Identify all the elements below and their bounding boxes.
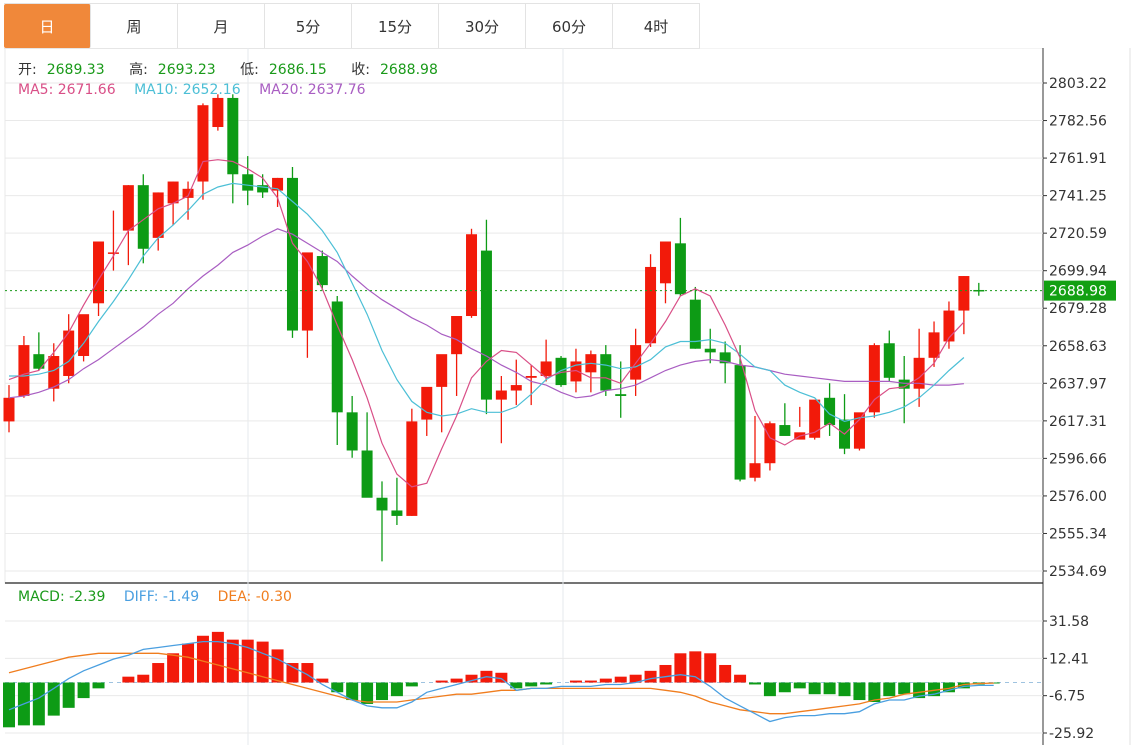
tab-5[interactable]: 30分 xyxy=(439,4,526,48)
svg-text:2699.94: 2699.94 xyxy=(1049,264,1107,280)
kline-chart[interactable]: 2803.22 2782.56 2761.91 2741.25 2720.59 2699.… xyxy=(0,47,1137,745)
tab-0[interactable]: 日 xyxy=(4,4,91,48)
high-label: 高: xyxy=(129,62,148,78)
svg-text:2782.56: 2782.56 xyxy=(1049,114,1107,130)
low-label: 低: xyxy=(240,62,259,78)
chart-area: 2803.22 2782.56 2761.91 2741.25 2720.59 2699.… xyxy=(0,47,1137,745)
tab-7[interactable]: 4时 xyxy=(613,4,700,48)
svg-text:2658.63: 2658.63 xyxy=(1049,339,1107,355)
svg-text:2596.66: 2596.66 xyxy=(1049,451,1107,467)
ma5-value: MA5: 2671.66 xyxy=(18,82,116,98)
dea-value: DEA: -0.30 xyxy=(217,589,292,605)
macd-legend: MACD: -2.39 DIFF: -1.49 DEA: -0.30 xyxy=(18,589,302,605)
low-value: 2686.15 xyxy=(268,62,327,78)
svg-text:2688.98: 2688.98 xyxy=(1049,284,1107,300)
tab-3[interactable]: 5分 xyxy=(265,4,352,48)
svg-text:2534.69: 2534.69 xyxy=(1049,564,1107,580)
svg-text:2720.59: 2720.59 xyxy=(1049,226,1107,242)
svg-text:12.41: 12.41 xyxy=(1049,651,1089,667)
ohlc-legend: 开: 2689.33 高: 2693.23 低: 2686.15 收: 2688.98 xyxy=(18,59,458,79)
svg-text:2576.00: 2576.00 xyxy=(1049,489,1107,505)
svg-text:-25.92: -25.92 xyxy=(1049,726,1094,742)
svg-text:2617.31: 2617.31 xyxy=(1049,414,1107,430)
high-value: 2693.23 xyxy=(157,62,216,78)
tab-1[interactable]: 周 xyxy=(91,4,178,48)
tab-4[interactable]: 15分 xyxy=(352,4,439,48)
svg-text:2761.91: 2761.91 xyxy=(1049,151,1107,167)
macd-value: MACD: -2.39 xyxy=(18,589,106,605)
ma10-value: MA10: 2652.16 xyxy=(134,82,241,98)
close-value: 2688.98 xyxy=(379,62,438,78)
svg-text:2679.28: 2679.28 xyxy=(1049,301,1107,317)
diff-value: DIFF: -1.49 xyxy=(123,589,200,605)
ma-legend: MA5: 2671.66 MA10: 2652.16 MA20: 2637.76 xyxy=(18,82,376,98)
close-label: 收: xyxy=(351,62,370,78)
tab-6[interactable]: 60分 xyxy=(526,4,613,48)
ma20-value: MA20: 2637.76 xyxy=(259,82,366,98)
open-label: 开: xyxy=(18,62,37,78)
period-tabs: 日周月 5分 15分 30分 60分 4时 xyxy=(4,3,700,49)
open-value: 2689.33 xyxy=(46,62,105,78)
svg-text:2555.34: 2555.34 xyxy=(1049,526,1107,542)
svg-text:31.58: 31.58 xyxy=(1049,614,1089,630)
svg-text:2637.97: 2637.97 xyxy=(1049,376,1107,392)
svg-text:-6.75: -6.75 xyxy=(1049,689,1085,705)
svg-text:2803.22: 2803.22 xyxy=(1049,76,1107,92)
svg-text:2741.25: 2741.25 xyxy=(1049,189,1107,205)
tab-2[interactable]: 月 xyxy=(178,4,265,48)
